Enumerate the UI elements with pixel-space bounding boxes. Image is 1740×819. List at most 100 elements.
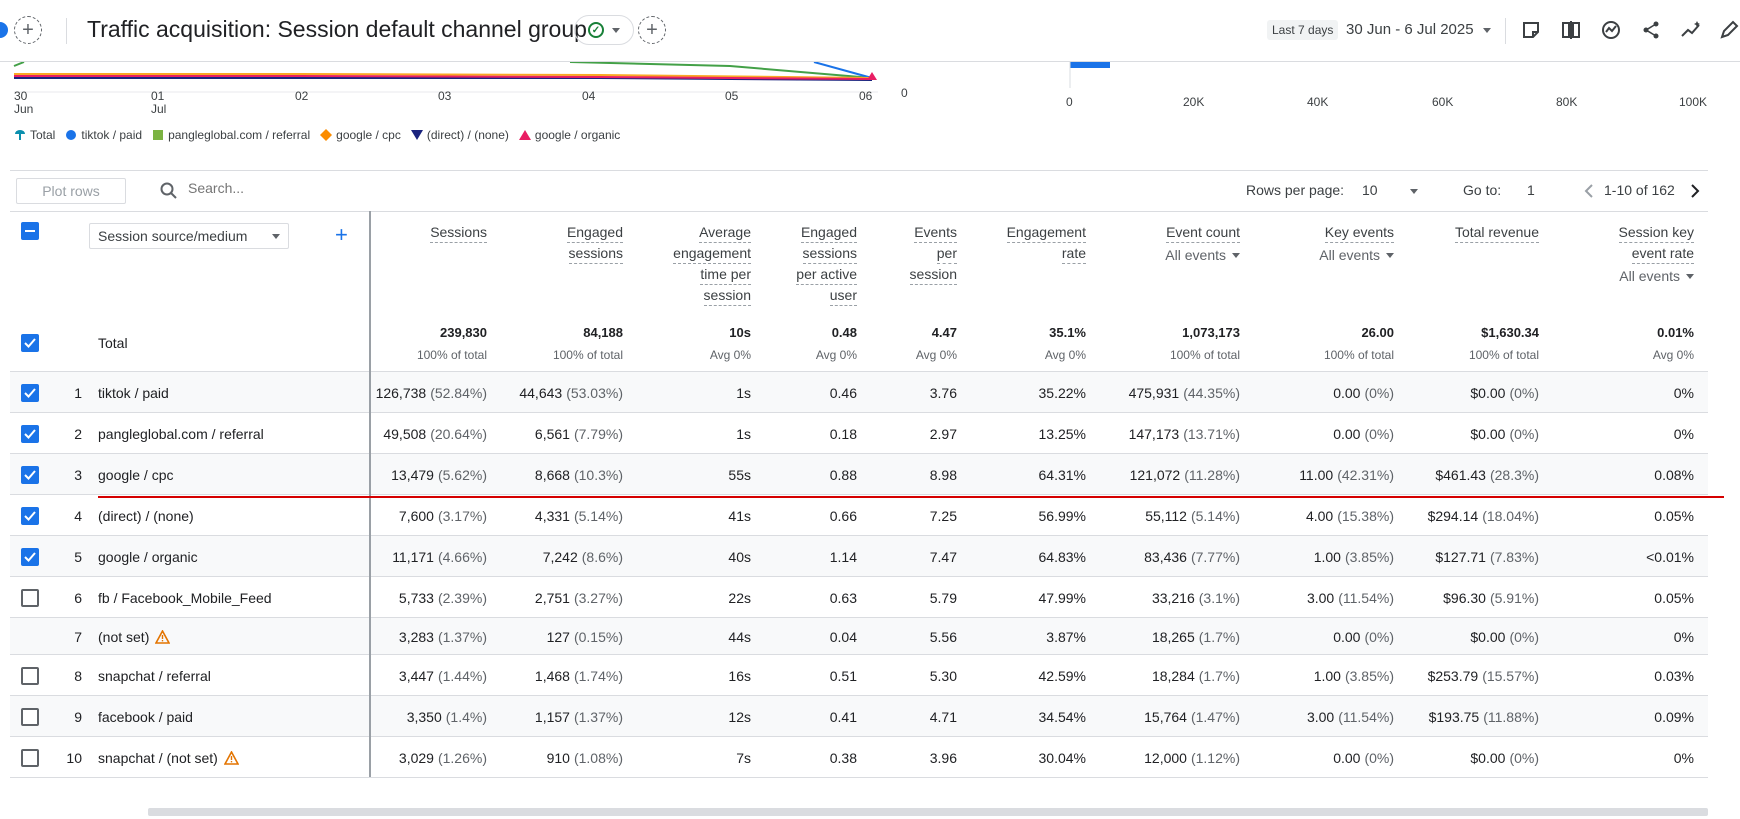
column-header[interactable]: Events per session — [909, 222, 957, 285]
cell-percent: (1.44%) — [437, 667, 487, 684]
dimension-select[interactable]: Session source/medium — [89, 223, 289, 249]
x-tick-day: 02 — [295, 89, 309, 103]
row-dimension[interactable]: google / cpc — [98, 467, 174, 483]
legend-item[interactable]: Total — [14, 128, 55, 142]
annotation-icon[interactable] — [1520, 19, 1542, 41]
warning-icon[interactable] — [223, 750, 239, 765]
row-dimension[interactable]: facebook / paid — [98, 709, 193, 725]
row-checkbox[interactable] — [21, 547, 39, 566]
plot-rows-button[interactable]: Plot rows — [16, 178, 126, 204]
add-filter-button[interactable]: + — [638, 16, 666, 44]
add-dimension-button[interactable]: + — [335, 222, 348, 247]
cell-percent: (5.91%) — [1489, 589, 1539, 606]
goto-input[interactable]: 1 — [1527, 182, 1535, 198]
column-header[interactable]: Key events All events — [1319, 222, 1394, 265]
row-dimension[interactable]: fb / Facebook_Mobile_Feed — [98, 590, 272, 606]
cell-percent: (52.84%) — [430, 384, 487, 401]
row-checkbox[interactable] — [21, 506, 39, 525]
compare-icon[interactable] — [1560, 19, 1582, 41]
table-cell: $0.00 (0%) — [1470, 750, 1539, 766]
metric-event-select[interactable]: All events — [1619, 266, 1694, 286]
horizontal-scrollbar[interactable] — [148, 808, 1708, 816]
date-preset-chip[interactable]: Last 7 days — [1267, 20, 1339, 40]
legend-item[interactable]: tiktok / paid — [65, 128, 142, 142]
table-row — [10, 454, 1708, 495]
add-comparison-button[interactable]: + — [14, 16, 42, 44]
row-checkbox[interactable] — [21, 424, 39, 443]
cell-value: 15,764 — [1144, 708, 1187, 725]
column-header[interactable]: Average engagement time per session — [673, 222, 751, 306]
cell-percent: (10.3%) — [573, 466, 623, 483]
column-header-line: session — [909, 264, 957, 285]
share-icon[interactable] — [1640, 19, 1662, 41]
chart-legend: Total tiktok / paid pangleglobal.com / ref… — [14, 128, 620, 142]
legend-item[interactable]: google / cpc — [320, 128, 401, 142]
row-checkbox[interactable] — [21, 707, 39, 726]
chart-area: 30 Jun 01 Jul 02 03 04 05 06 0 0 20K 40K 60K 80K 100K — [0, 62, 1740, 162]
column-header[interactable]: Event count All events — [1165, 222, 1240, 265]
table-cell: 2,751 (3.27%) — [535, 590, 623, 606]
column-header[interactable]: Session key event rate All events — [1618, 222, 1694, 286]
cell-value: 49,508 — [383, 425, 427, 442]
x-tick-label: 04 — [582, 90, 595, 103]
column-header-line: Total revenue — [1454, 222, 1539, 243]
column-header[interactable]: Total revenue — [1454, 222, 1539, 243]
legend-item[interactable]: google / organic — [518, 128, 620, 142]
table-cell: 7s — [736, 750, 751, 766]
rows-per-page-select[interactable]: 10 — [1362, 182, 1378, 198]
row-dimension[interactable]: google / organic — [98, 549, 198, 565]
column-header-text: Engaged — [800, 222, 857, 243]
column-header[interactable]: Engagement rate — [1006, 222, 1086, 264]
select-all-checkbox[interactable] — [21, 222, 39, 240]
totals-checkbox[interactable] — [21, 334, 39, 352]
page-title: Traffic acquisition: Session default cha… — [87, 16, 587, 42]
row-checkbox[interactable] — [21, 383, 39, 402]
insights-icon[interactable] — [1600, 19, 1622, 41]
report-status-dropdown[interactable]: ✓ — [574, 15, 634, 45]
table-cell: 22s — [728, 590, 751, 606]
row-checkbox[interactable] — [21, 588, 39, 607]
chevron-right-icon[interactable] — [1689, 183, 1701, 199]
warning-icon[interactable] — [155, 629, 171, 644]
legend-item[interactable]: (direct) / (none) — [410, 128, 509, 142]
comparison-dot[interactable] — [0, 22, 8, 38]
column-header[interactable]: Sessions — [430, 222, 487, 243]
chevron-down-icon[interactable] — [1410, 189, 1418, 194]
legend-item[interactable]: pangleglobal.com / referral — [152, 128, 310, 142]
cell-value: 13.25% — [1038, 425, 1086, 442]
row-dimension[interactable]: (direct) / (none) — [98, 508, 194, 524]
cell-value: 12s — [728, 708, 751, 725]
bar-tick-label: 100K — [1679, 95, 1708, 109]
column-header-text: Sessions — [430, 222, 487, 243]
cell-value: 18,265 — [1151, 628, 1195, 645]
table-cell: 0.08% — [1654, 467, 1694, 483]
row-dimension[interactable]: pangleglobal.com / referral — [98, 426, 264, 442]
row-dimension[interactable]: snapchat / (not set) — [98, 750, 239, 766]
row-dimension[interactable]: (not set) — [98, 629, 171, 645]
row-checkbox[interactable] — [21, 748, 39, 767]
column-header[interactable]: Engaged sessions per active user — [796, 222, 857, 306]
row-dimension[interactable]: snapchat / referral — [98, 668, 211, 684]
trend-sparkle-icon[interactable] — [1680, 19, 1702, 41]
metric-event-select[interactable]: All events — [1165, 245, 1240, 265]
search-input[interactable] — [188, 180, 488, 196]
cell-value: 5.56 — [929, 628, 957, 645]
date-range[interactable]: 30 Jun - 6 Jul 2025 — [1346, 21, 1474, 38]
edit-pencil-icon[interactable] — [1718, 19, 1740, 41]
cell-value: 0.38 — [829, 749, 857, 766]
cell-percent: (4.66%) — [437, 548, 487, 565]
row-checkbox[interactable] — [21, 666, 39, 685]
table-cell: 83,436 (7.77%) — [1144, 549, 1240, 565]
row-dimension[interactable]: tiktok / paid — [98, 385, 169, 401]
chevron-down-icon[interactable] — [1483, 28, 1491, 33]
chevron-left-icon[interactable] — [1583, 183, 1595, 199]
table-cell: 3.96 — [930, 750, 957, 766]
cell-value: 7,242 — [542, 548, 578, 565]
table-cell: $0.00 (0%) — [1470, 426, 1539, 442]
metric-event-select[interactable]: All events — [1319, 245, 1394, 265]
column-header[interactable]: Engaged sessions — [566, 222, 623, 264]
column-header-text: session — [909, 264, 957, 285]
row-checkbox[interactable] — [21, 465, 39, 484]
series-marker-google-organic — [867, 72, 877, 80]
divider — [10, 371, 1708, 372]
